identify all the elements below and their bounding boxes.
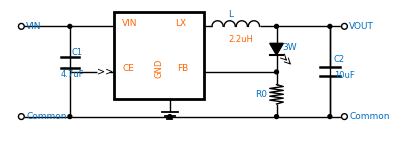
Text: GND: GND	[154, 58, 164, 78]
Text: VIN: VIN	[122, 19, 138, 28]
Circle shape	[19, 23, 24, 29]
Circle shape	[328, 115, 332, 119]
Text: 10uF: 10uF	[334, 71, 354, 80]
Polygon shape	[270, 43, 283, 55]
Circle shape	[168, 115, 172, 119]
Circle shape	[274, 70, 278, 74]
Text: VOUT: VOUT	[349, 22, 374, 31]
Text: >>: >>	[97, 67, 113, 77]
Circle shape	[274, 115, 278, 119]
Text: 2.2uH: 2.2uH	[228, 35, 253, 44]
Text: L: L	[228, 10, 233, 19]
Text: C2: C2	[334, 55, 345, 64]
Circle shape	[341, 114, 347, 119]
Bar	[114, 12, 204, 99]
Text: CE: CE	[122, 64, 134, 73]
Text: R0: R0	[255, 90, 267, 99]
Circle shape	[341, 23, 347, 29]
Circle shape	[274, 24, 278, 28]
Text: Common: Common	[26, 112, 67, 121]
Circle shape	[68, 115, 72, 119]
Circle shape	[68, 24, 72, 28]
Circle shape	[19, 114, 24, 119]
Text: LX: LX	[175, 19, 186, 28]
Text: 3W: 3W	[282, 43, 297, 52]
Text: 4.7uF: 4.7uF	[60, 70, 84, 79]
Text: FB: FB	[177, 64, 189, 73]
Text: VIN: VIN	[26, 22, 42, 31]
Text: C1: C1	[72, 48, 83, 57]
Circle shape	[328, 24, 332, 28]
Text: Common: Common	[349, 112, 390, 121]
